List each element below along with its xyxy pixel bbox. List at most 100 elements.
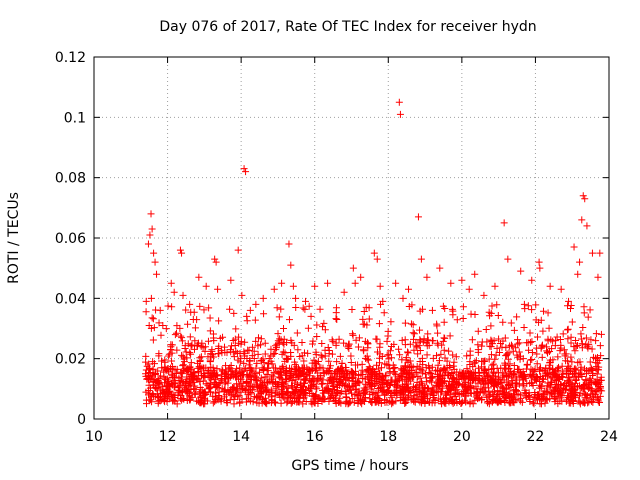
data-point <box>449 307 457 315</box>
data-point <box>568 318 576 326</box>
data-point <box>579 382 587 390</box>
data-point <box>532 316 540 324</box>
data-point <box>184 320 192 328</box>
data-point <box>471 310 479 318</box>
data-point <box>415 386 423 394</box>
data-point <box>308 382 316 390</box>
data-point <box>170 288 178 296</box>
data-point <box>596 342 604 350</box>
data-point <box>280 325 288 333</box>
data-point <box>179 361 187 369</box>
data-point <box>243 382 251 390</box>
data-point <box>426 364 434 372</box>
data-point <box>505 371 513 379</box>
data-point <box>433 387 441 395</box>
data-point <box>178 334 186 342</box>
data-point <box>171 373 179 381</box>
data-point <box>381 396 389 404</box>
data-point <box>321 326 329 334</box>
data-point <box>259 365 267 373</box>
data-point <box>248 352 256 360</box>
data-point <box>580 309 588 317</box>
data-point <box>226 364 234 372</box>
data-point <box>187 380 195 388</box>
data-point <box>515 380 523 388</box>
data-point <box>388 397 396 405</box>
data-point <box>555 386 563 394</box>
data-point <box>321 352 329 360</box>
data-point <box>514 390 522 398</box>
data-point <box>420 335 428 343</box>
data-point <box>165 352 173 360</box>
data-point <box>442 369 450 377</box>
data-point <box>592 337 600 345</box>
data-point <box>294 380 302 388</box>
data-point <box>347 352 355 360</box>
data-point <box>538 393 546 401</box>
data-point <box>231 342 239 350</box>
data-point <box>180 395 188 403</box>
data-point <box>178 388 186 396</box>
data-point <box>441 354 449 362</box>
data-point <box>501 334 509 342</box>
data-point <box>276 374 284 382</box>
data-point <box>267 399 275 407</box>
data-point <box>189 376 197 384</box>
data-point <box>554 353 562 361</box>
data-point <box>416 381 424 389</box>
data-point <box>350 398 358 406</box>
data-point <box>502 352 510 360</box>
data-point <box>238 291 246 299</box>
data-point <box>252 337 260 345</box>
data-point <box>311 282 319 290</box>
data-point <box>232 365 240 373</box>
data-point <box>375 375 383 383</box>
data-point <box>268 388 276 396</box>
data-point <box>184 364 192 372</box>
data-point <box>416 336 424 344</box>
data-point <box>416 307 424 315</box>
y-tick-label: 0.12 <box>55 50 86 66</box>
y-tick-label: 0.02 <box>55 352 86 368</box>
data-point <box>571 391 579 399</box>
data-point <box>577 363 585 371</box>
data-point <box>288 398 296 406</box>
data-point <box>261 350 269 358</box>
data-point <box>512 386 520 394</box>
data-point <box>564 335 572 343</box>
data-point <box>142 308 150 316</box>
data-point <box>378 364 386 372</box>
data-point <box>521 389 529 397</box>
data-point <box>598 387 606 395</box>
data-point <box>212 381 220 389</box>
data-point <box>366 395 374 403</box>
data-point <box>191 324 199 332</box>
data-point <box>469 363 477 371</box>
data-point <box>576 370 584 378</box>
data-point <box>530 400 538 408</box>
data-point <box>594 273 602 281</box>
data-point <box>325 357 333 365</box>
data-point <box>386 347 394 355</box>
data-point <box>172 329 180 337</box>
data-point <box>474 346 482 354</box>
data-point <box>320 319 328 327</box>
data-point <box>338 367 346 375</box>
data-point <box>227 276 235 284</box>
data-point <box>380 309 388 317</box>
data-point <box>234 246 242 254</box>
data-point <box>556 374 564 382</box>
data-point <box>409 363 417 371</box>
data-point <box>515 365 523 373</box>
data-point <box>243 317 251 325</box>
data-point <box>200 306 208 314</box>
data-point <box>463 387 471 395</box>
data-point <box>406 340 414 348</box>
data-point <box>580 303 588 311</box>
data-point <box>281 371 289 379</box>
x-tick-label: 12 <box>159 429 177 445</box>
data-point <box>406 357 414 365</box>
data-point <box>597 330 605 338</box>
data-point <box>414 395 422 403</box>
data-point <box>402 354 410 362</box>
